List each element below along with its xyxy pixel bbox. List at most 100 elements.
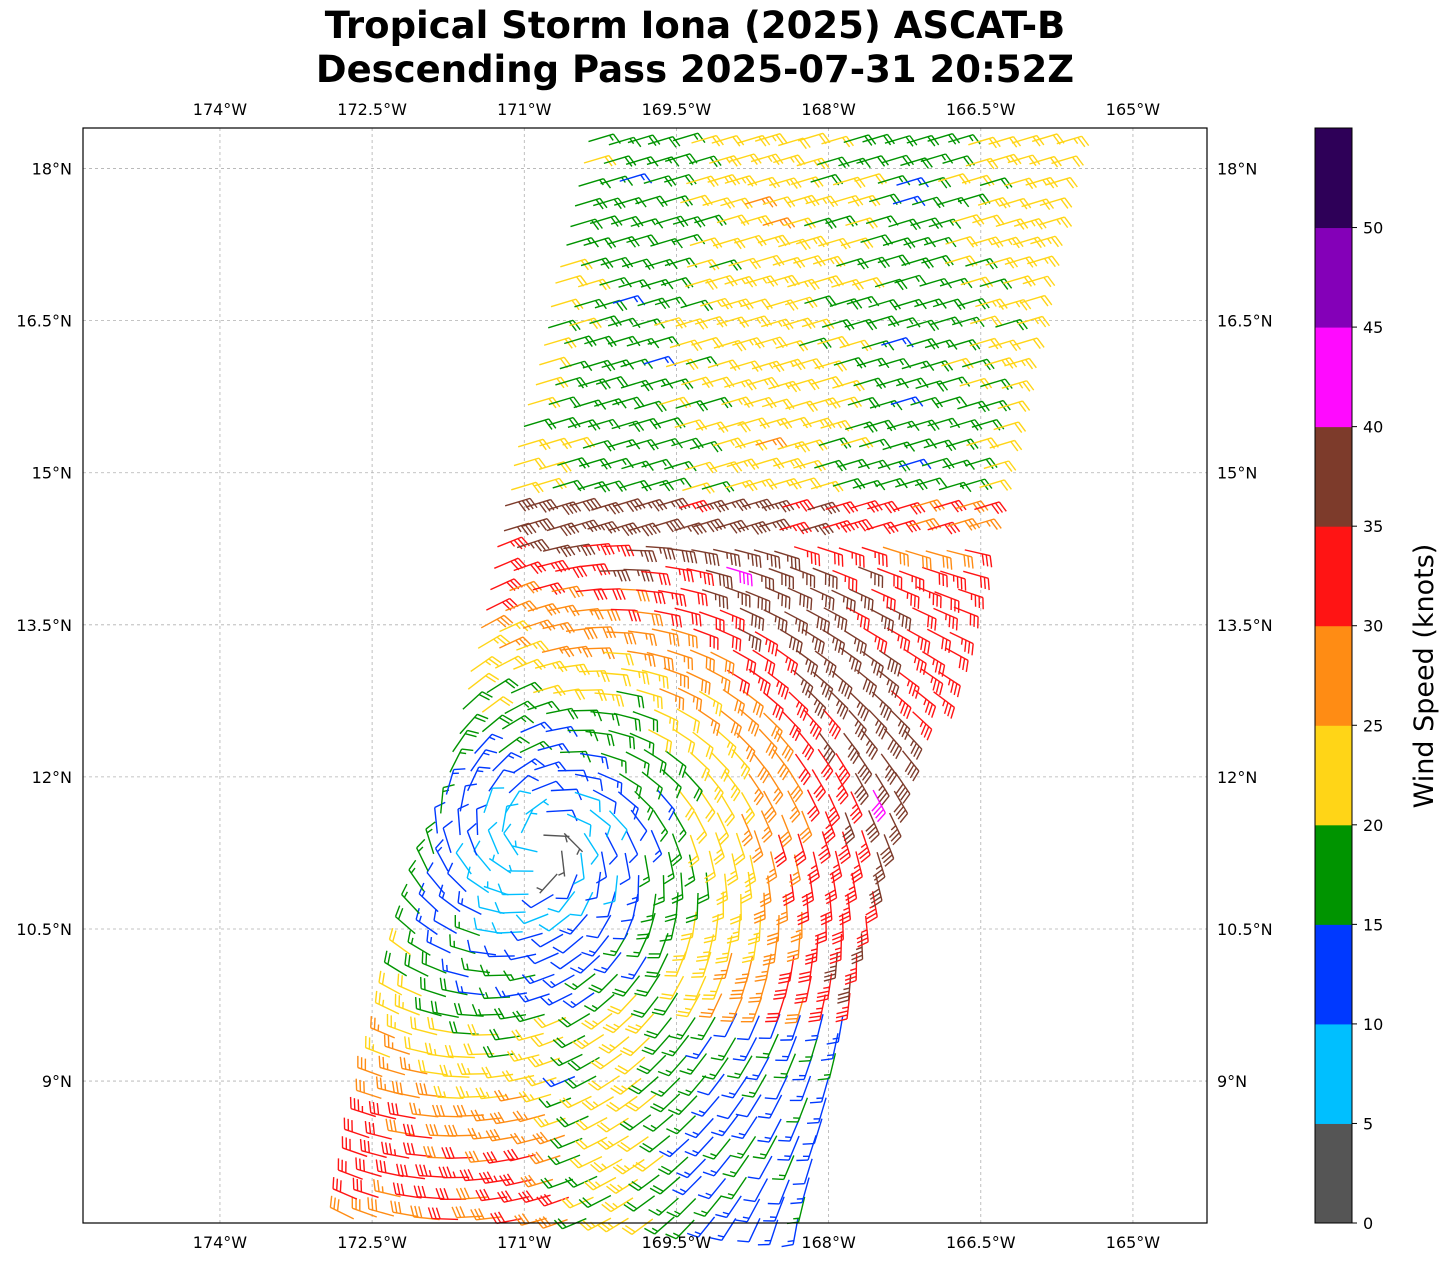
wind-barb — [590, 711, 620, 726]
wind-barb — [861, 546, 888, 568]
wind-barb — [504, 497, 538, 512]
wind-barb — [742, 498, 775, 512]
wind-barb — [894, 771, 911, 804]
wind-barb — [449, 934, 476, 955]
wind-barb — [467, 672, 500, 690]
wind-barb — [838, 547, 865, 568]
wind-barb — [475, 803, 488, 836]
wind-barb — [702, 589, 729, 610]
wind-barb — [689, 237, 723, 249]
wind-barb — [607, 236, 640, 248]
wind-barb — [945, 235, 978, 248]
wind-barb — [910, 217, 943, 229]
wind-barb — [568, 519, 602, 533]
wind-barb — [937, 376, 971, 387]
wind-barb — [742, 690, 764, 718]
wind-barb — [706, 771, 724, 804]
wind-barb — [525, 798, 549, 815]
wind-barb — [934, 591, 960, 613]
wind-barb — [970, 315, 1003, 328]
wind-barb — [596, 1217, 629, 1233]
wind-barb — [817, 546, 844, 567]
wind-barb — [790, 176, 824, 188]
wind-barb — [782, 874, 795, 907]
wind-barb — [793, 833, 807, 867]
wind-barb — [693, 628, 719, 650]
wind-barb — [538, 914, 570, 932]
wind-barb — [421, 951, 447, 974]
wind-barb — [643, 175, 677, 187]
wind-barb — [708, 155, 742, 167]
wind-barb — [574, 197, 608, 210]
wind-barb — [726, 913, 742, 944]
wind-barb — [590, 1053, 623, 1070]
wind-barb — [640, 278, 674, 290]
colorbar-tick-label: 40 — [1363, 418, 1383, 437]
wind-barb — [726, 853, 739, 886]
lat-tick-label-right: 9°N — [1217, 1072, 1247, 1091]
wind-barb — [1013, 236, 1046, 249]
wind-barb — [735, 1198, 761, 1223]
wind-barb — [679, 1053, 708, 1075]
wind-barb — [438, 1166, 470, 1179]
wind-barb — [948, 133, 981, 145]
wind-barb — [426, 929, 451, 954]
wind-barb — [694, 214, 727, 227]
wind-barb — [593, 951, 622, 974]
wind-barb — [664, 257, 698, 268]
wind-barb — [643, 355, 677, 367]
wind-barb — [592, 789, 617, 815]
wind-barb — [606, 1178, 639, 1194]
wind-barb — [511, 1029, 544, 1041]
wind-barb — [741, 1074, 767, 1098]
wind-barb — [1017, 315, 1051, 328]
lat-tick-label-right: 10.5°N — [1217, 920, 1273, 939]
wind-barb — [721, 1075, 748, 1099]
wind-barb — [439, 977, 468, 996]
wind-barb — [734, 234, 767, 247]
wind-barb — [697, 1073, 725, 1096]
wind-barb — [547, 604, 580, 617]
wind-barb — [767, 671, 790, 700]
wind-barb — [858, 459, 891, 471]
wind-barb — [664, 460, 697, 472]
wind-barb — [644, 953, 669, 978]
wind-barb — [737, 520, 771, 535]
wind-barb — [832, 379, 865, 392]
wind-barb — [740, 997, 763, 1023]
wind-barb — [921, 651, 946, 677]
wind-barb — [786, 378, 820, 391]
wind-barb — [676, 1158, 706, 1179]
wind-barb — [675, 318, 709, 330]
wind-barb — [547, 1154, 581, 1166]
wind-barb — [455, 1086, 487, 1098]
wind-barb — [751, 830, 764, 863]
wind-barb — [503, 970, 536, 982]
wind-barb — [786, 1097, 809, 1123]
colorbar-segment — [1315, 426, 1352, 527]
wind-barb — [653, 709, 679, 733]
wind-barb — [965, 157, 999, 170]
wind-barb — [777, 1135, 800, 1161]
wind-barb — [856, 155, 889, 167]
wind-barb — [753, 892, 766, 924]
wind-barb — [868, 709, 888, 740]
wind-barb — [455, 842, 472, 875]
wind-barb — [740, 298, 773, 311]
wind-barb — [1012, 337, 1045, 349]
wind-barb — [903, 648, 927, 675]
lon-tick-label-bottom: 168°W — [801, 1233, 856, 1252]
wind-barb — [669, 1017, 696, 1040]
wind-barb — [577, 481, 611, 493]
wind-barb — [760, 810, 773, 843]
wind-barb — [887, 606, 912, 631]
wind-barb — [634, 400, 667, 413]
wind-barb — [559, 1095, 592, 1109]
wind-barb — [915, 380, 949, 392]
wind-barb — [716, 214, 750, 227]
wind-barb — [806, 789, 820, 822]
wind-barb — [601, 672, 632, 687]
wind-barb — [831, 589, 856, 613]
wind-barb — [855, 669, 878, 698]
wind-barb — [583, 993, 615, 1012]
